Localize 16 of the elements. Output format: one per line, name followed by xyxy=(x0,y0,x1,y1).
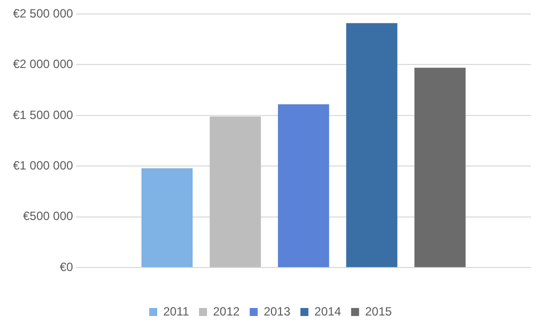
legend-label: 2014 xyxy=(314,304,342,318)
bar xyxy=(141,168,193,268)
bar xyxy=(278,104,330,268)
legend-label: 2011 xyxy=(163,304,190,318)
legend-label: 2015 xyxy=(365,304,392,318)
y-tick-label: €0 xyxy=(60,260,74,274)
y-tick-label: €2 000 000 xyxy=(12,57,74,72)
y-tick-label: €500 000 xyxy=(22,209,74,224)
legend-label: 2013 xyxy=(264,304,291,318)
y-tick-label: €1 000 000 xyxy=(12,158,74,172)
y-tick-label: €1 500 000 xyxy=(12,108,74,122)
bar xyxy=(414,68,466,268)
bar xyxy=(346,23,398,268)
bar xyxy=(210,116,261,268)
legend-label: 2012 xyxy=(213,304,240,318)
y-tick-label: €2 500 000 xyxy=(12,6,74,20)
